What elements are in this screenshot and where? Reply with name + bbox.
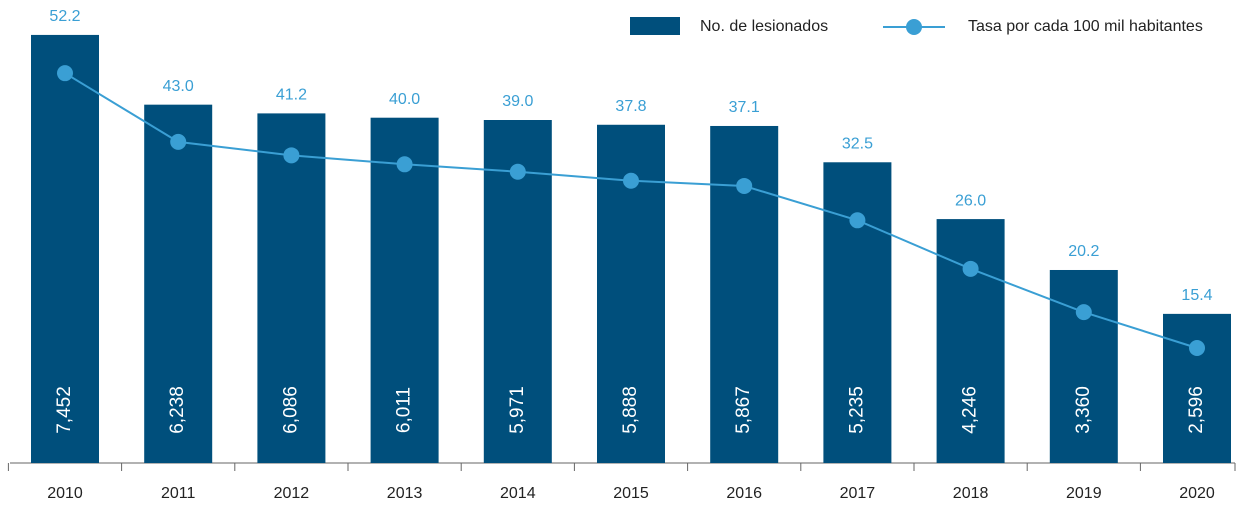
line-point xyxy=(962,260,979,277)
legend-label: No. de lesionados xyxy=(700,18,828,35)
line-point xyxy=(1189,339,1205,356)
line-point xyxy=(1075,304,1092,321)
bar-value-label: 6,086 xyxy=(280,386,301,434)
legend-marker xyxy=(906,19,922,35)
line-point xyxy=(736,177,753,194)
line-value-label: 26.0 xyxy=(955,192,986,209)
x-tick-label: 2014 xyxy=(500,485,536,502)
line-point xyxy=(170,133,187,150)
line-point xyxy=(396,156,413,173)
bar-value-label: 6,238 xyxy=(167,386,188,434)
line-point xyxy=(57,65,73,82)
x-tick-label: 2015 xyxy=(613,485,649,502)
line-value-label: 37.1 xyxy=(729,99,760,116)
bar xyxy=(1049,269,1118,463)
x-tick-label: 2018 xyxy=(953,485,989,502)
line-point xyxy=(509,163,526,180)
line-value-label: 37.8 xyxy=(615,98,646,115)
line-value-label: 15.4 xyxy=(1181,287,1212,304)
x-tick-label: 2012 xyxy=(274,485,310,502)
line-point xyxy=(623,172,639,189)
x-tick-label: 2010 xyxy=(47,485,83,502)
x-tick-label: 2011 xyxy=(161,485,196,502)
bar xyxy=(370,117,439,464)
x-tick-label: 2016 xyxy=(726,485,762,502)
bar-value-label: 3,360 xyxy=(1073,386,1094,434)
line-value-label: 20.2 xyxy=(1068,243,1099,260)
line-point xyxy=(283,147,300,164)
bar xyxy=(1163,313,1231,463)
bar-value-label: 6,011 xyxy=(394,387,415,433)
x-tick-label: 2019 xyxy=(1066,485,1102,502)
line-value-label: 39.0 xyxy=(502,93,533,110)
x-tick-label: 2013 xyxy=(387,485,423,502)
line-value-label: 52.2 xyxy=(49,8,80,25)
bar-value-label: 2,596 xyxy=(1186,386,1207,434)
legend-swatch xyxy=(630,17,680,35)
line-value-label: 43.0 xyxy=(163,78,194,95)
x-tick-label: 2017 xyxy=(840,485,876,502)
line-point xyxy=(849,212,866,229)
bar-value-label: 7,452 xyxy=(54,386,75,434)
line-value-label: 32.5 xyxy=(842,135,873,152)
bar xyxy=(31,34,99,463)
bar-value-label: 5,235 xyxy=(846,386,867,434)
bar xyxy=(257,113,326,464)
x-tick-label: 2020 xyxy=(1179,485,1215,502)
bar-value-label: 5,888 xyxy=(620,386,641,434)
line-value-label: 40.0 xyxy=(389,91,420,108)
bar-value-label: 5,867 xyxy=(733,386,754,434)
bar-value-label: 5,971 xyxy=(507,386,528,434)
line-value-label: 41.2 xyxy=(276,87,307,104)
bar-value-label: 4,246 xyxy=(960,386,981,434)
legend-label: Tasa por cada 100 mil habitantes xyxy=(968,18,1203,35)
bar xyxy=(144,104,213,464)
